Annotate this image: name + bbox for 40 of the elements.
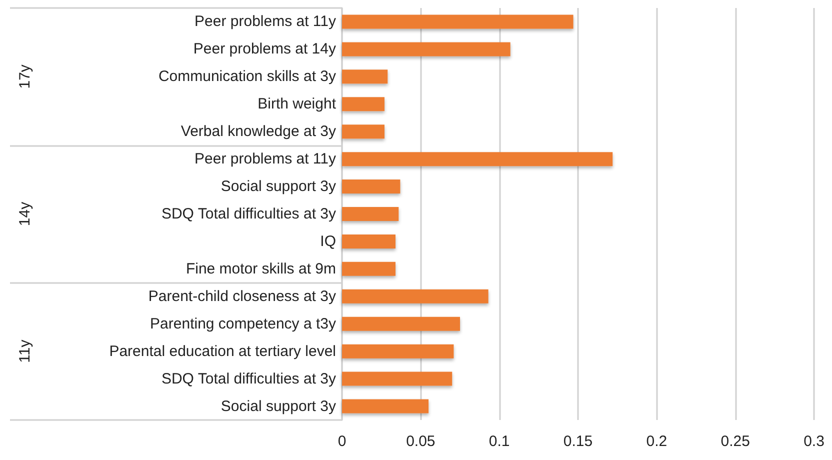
- bar: [342, 42, 510, 56]
- bar: [342, 372, 452, 386]
- text: 11y: [16, 339, 34, 363]
- y-tick-label: Parent-child closeness at 3y: [148, 288, 336, 305]
- y-tick-label: Fine motor skills at 9m: [186, 260, 336, 278]
- bar: [342, 70, 388, 84]
- bar: [342, 207, 399, 221]
- x-tick-label: 0.2: [646, 433, 668, 450]
- y-tick-label: Birth weight: [258, 96, 337, 113]
- bar: [342, 316, 460, 331]
- bar: [342, 399, 429, 414]
- x-tick-label: 0: [338, 433, 346, 450]
- x-tick-label: 0.25: [720, 433, 750, 450]
- text: 14y: [16, 201, 34, 226]
- y-tick-label: SDQ Total difficulties at 3y: [161, 370, 336, 388]
- bar: [342, 289, 488, 304]
- bar: [342, 180, 400, 194]
- y-tick-label: Peer problems at 11y: [194, 13, 336, 30]
- bar: [342, 124, 384, 139]
- x-tick-label: 0.05: [406, 433, 436, 450]
- bar: [342, 14, 574, 29]
- y-tick-label: SDQ Total difficulties at 3y: [161, 206, 336, 222]
- bar: [342, 344, 454, 358]
- bar: [342, 97, 384, 112]
- x-tick-label: 0.15: [563, 433, 593, 450]
- y-tick-label: Parenting competency a t3y: [150, 315, 336, 332]
- y-tick-label: Verbal knowledge at 3y: [180, 123, 336, 140]
- y-tick-label: Parental education at tertiary level: [109, 342, 336, 360]
- text: 17y: [16, 64, 34, 89]
- y-tick-label: Peer problems at 11y: [194, 150, 336, 168]
- y-tick-label: Peer problems at 14y: [193, 40, 336, 58]
- bar: [342, 152, 613, 166]
- x-tick-label: 0.1: [488, 433, 510, 450]
- bar: [342, 234, 396, 248]
- bar: [342, 262, 396, 276]
- y-tick-label: Social support 3y: [220, 178, 336, 196]
- x-tick-label: 0.3: [804, 433, 824, 450]
- y-tick-label: Social support 3y: [220, 398, 336, 415]
- y-tick-label: Communication skills at 3y: [158, 68, 336, 86]
- y-tick-label: IQ: [320, 232, 336, 250]
